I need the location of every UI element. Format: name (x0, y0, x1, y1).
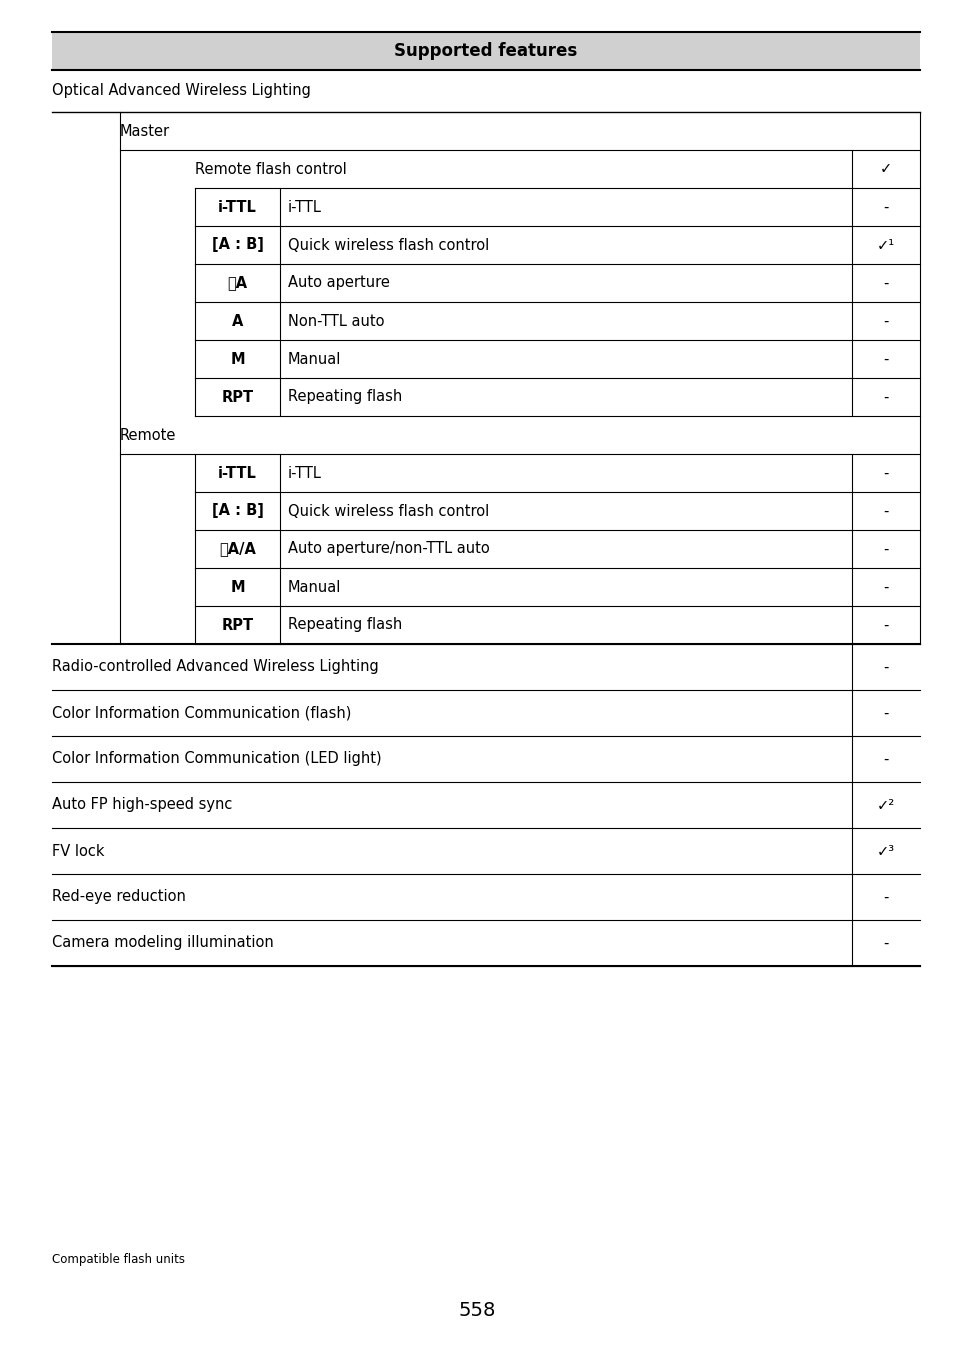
Text: -: - (882, 936, 888, 951)
Text: FV lock: FV lock (52, 843, 105, 858)
Text: -: - (882, 313, 888, 328)
Text: ✓¹: ✓¹ (876, 238, 894, 253)
Text: [A : B]: [A : B] (212, 238, 263, 253)
Text: -: - (882, 276, 888, 291)
Bar (52, 32, 919, 70)
Text: Optical Advanced Wireless Lighting: Optical Advanced Wireless Lighting (52, 83, 311, 98)
Text: Remote: Remote (120, 428, 176, 443)
Text: Manual: Manual (288, 351, 341, 366)
Text: Compatible flash units: Compatible flash units (52, 1254, 185, 1267)
Text: Quick wireless flash control: Quick wireless flash control (288, 238, 489, 253)
Text: RPT: RPT (221, 617, 253, 632)
Text: Auto aperture: Auto aperture (288, 276, 390, 291)
Text: -: - (882, 503, 888, 519)
Text: Master: Master (120, 124, 170, 139)
Text: -: - (882, 542, 888, 557)
Text: i-TTL: i-TTL (218, 465, 256, 480)
Text: Red-eye reduction: Red-eye reduction (52, 889, 186, 904)
Text: -: - (882, 580, 888, 594)
Text: -: - (882, 351, 888, 366)
Text: -: - (882, 199, 888, 214)
Text: -: - (882, 706, 888, 721)
Text: -: - (882, 390, 888, 405)
Text: 558: 558 (457, 1301, 496, 1319)
Text: Remote flash control: Remote flash control (194, 161, 346, 176)
Text: -: - (882, 889, 888, 904)
Text: ✓²: ✓² (876, 798, 894, 812)
Text: -: - (882, 465, 888, 480)
Text: Camera modeling illumination: Camera modeling illumination (52, 936, 274, 951)
Text: Quick wireless flash control: Quick wireless flash control (288, 503, 489, 519)
Text: i-TTL: i-TTL (288, 465, 321, 480)
Text: Repeating flash: Repeating flash (288, 390, 402, 405)
Text: ✓³: ✓³ (876, 843, 894, 858)
Text: -: - (882, 659, 888, 674)
Text: -: - (882, 617, 888, 632)
Text: ⓈA/A: ⓈA/A (219, 542, 255, 557)
Text: Auto aperture/non-TTL auto: Auto aperture/non-TTL auto (288, 542, 489, 557)
Text: Color Information Communication (flash): Color Information Communication (flash) (52, 706, 351, 721)
Text: Repeating flash: Repeating flash (288, 617, 402, 632)
Text: -: - (882, 752, 888, 767)
Text: M: M (230, 351, 245, 366)
Text: [A : B]: [A : B] (212, 503, 263, 519)
Text: i-TTL: i-TTL (288, 199, 321, 214)
Text: M: M (230, 580, 245, 594)
Text: RPT: RPT (221, 390, 253, 405)
Text: Radio-controlled Advanced Wireless Lighting: Radio-controlled Advanced Wireless Light… (52, 659, 378, 674)
Text: Auto FP high-speed sync: Auto FP high-speed sync (52, 798, 233, 812)
Text: Supported features: Supported features (394, 42, 577, 61)
Text: ⓈA: ⓈA (227, 276, 247, 291)
Text: i-TTL: i-TTL (218, 199, 256, 214)
Text: Color Information Communication (LED light): Color Information Communication (LED lig… (52, 752, 381, 767)
Text: A: A (232, 313, 243, 328)
Text: Non-TTL auto: Non-TTL auto (288, 313, 384, 328)
Text: ✓: ✓ (879, 161, 891, 176)
Text: Manual: Manual (288, 580, 341, 594)
